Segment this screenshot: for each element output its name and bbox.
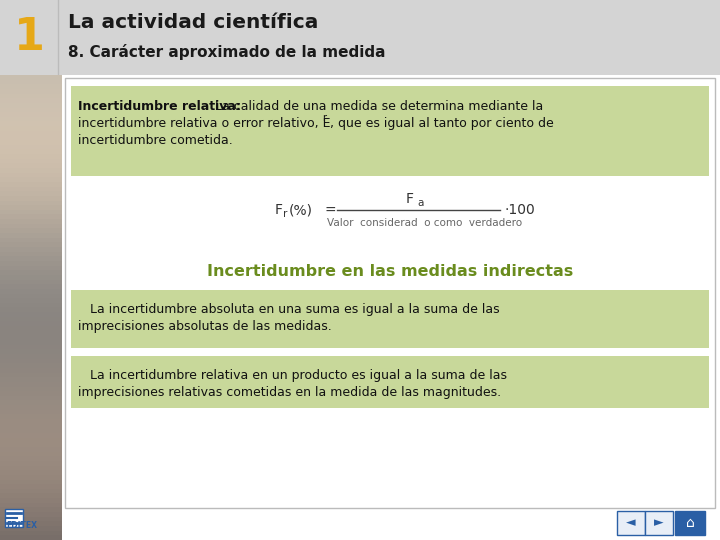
- Text: 8. Carácter aproximado de la medida: 8. Carácter aproximado de la medida: [68, 44, 385, 60]
- Text: ·100: ·100: [505, 204, 536, 218]
- Text: La incertidumbre absoluta en una suma es igual a la suma de las: La incertidumbre absoluta en una suma es…: [78, 303, 500, 316]
- Text: r: r: [322, 113, 326, 123]
- FancyBboxPatch shape: [65, 78, 715, 508]
- Text: incertidumbre relativa o error relativo, E: incertidumbre relativa o error relativo,…: [78, 117, 330, 130]
- Text: Valor  considerad  o como  verdadero: Valor considerad o como verdadero: [328, 218, 523, 228]
- Text: ⌂: ⌂: [685, 516, 694, 530]
- Text: a: a: [417, 198, 423, 208]
- Text: r: r: [283, 210, 287, 219]
- Text: ◄: ◄: [626, 516, 636, 530]
- Text: Incertidumbre en las medidas indirectas: Incertidumbre en las medidas indirectas: [207, 264, 573, 279]
- Text: =: =: [325, 204, 337, 218]
- Text: F: F: [275, 204, 283, 218]
- Text: , que es igual al tanto por ciento de: , que es igual al tanto por ciento de: [330, 117, 554, 130]
- Text: ►: ►: [654, 516, 664, 530]
- Text: La actividad científica: La actividad científica: [68, 12, 318, 31]
- Text: 1: 1: [14, 16, 45, 59]
- FancyBboxPatch shape: [71, 356, 709, 408]
- FancyBboxPatch shape: [71, 290, 709, 348]
- FancyBboxPatch shape: [675, 511, 705, 535]
- FancyBboxPatch shape: [617, 511, 645, 535]
- Text: F: F: [406, 192, 414, 206]
- Text: La incertidumbre relativa en un producto es igual a la suma de las: La incertidumbre relativa en un producto…: [78, 369, 507, 382]
- Text: Incertidumbre relativa:: Incertidumbre relativa:: [78, 100, 241, 113]
- FancyBboxPatch shape: [5, 509, 23, 527]
- Text: imprecisiones absolutas de las medidas.: imprecisiones absolutas de las medidas.: [78, 320, 332, 333]
- FancyBboxPatch shape: [71, 86, 709, 176]
- Text: incertidumbre cometida.: incertidumbre cometida.: [78, 134, 233, 147]
- Text: imprecisiones relativas cometidas en la medida de las magnitudes.: imprecisiones relativas cometidas en la …: [78, 386, 501, 399]
- FancyBboxPatch shape: [0, 0, 720, 75]
- Text: La calidad de una medida se determina mediante la: La calidad de una medida se determina me…: [211, 100, 544, 113]
- Text: (%): (%): [289, 204, 313, 218]
- FancyBboxPatch shape: [645, 511, 673, 535]
- Text: EDITEX: EDITEX: [6, 521, 37, 530]
